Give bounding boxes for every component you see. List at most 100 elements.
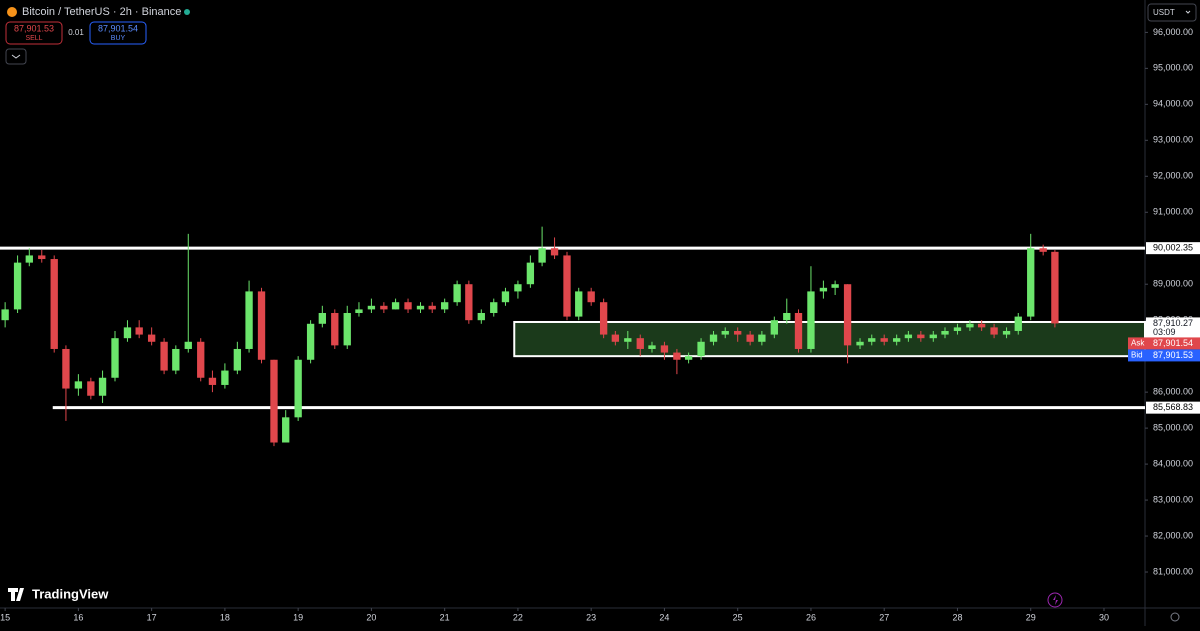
candle-body	[1014, 316, 1022, 331]
bid-name: Bid	[1131, 351, 1143, 360]
bolt	[1053, 595, 1058, 605]
candle-body	[404, 302, 412, 310]
y-tick-label: 95,000.00	[1153, 63, 1193, 73]
candle-body	[501, 291, 510, 303]
candle-body	[941, 330, 949, 335]
alert-icon[interactable]	[1047, 592, 1063, 608]
candle-body	[306, 323, 315, 360]
candle-body	[892, 338, 901, 342]
candle-body	[428, 305, 436, 310]
candle-body	[660, 345, 669, 353]
candle-body	[783, 312, 791, 321]
candle-body	[111, 338, 119, 378]
candle-body	[721, 330, 729, 335]
candle-body	[282, 417, 290, 443]
currency-select[interactable]	[1147, 3, 1197, 22]
ask-label-box	[1146, 337, 1200, 350]
candle-body	[184, 341, 192, 349]
candle-body	[490, 302, 498, 313]
countdown: 03:09	[1153, 327, 1176, 337]
candle-body	[770, 320, 778, 335]
x-tick-label: 25	[733, 612, 743, 622]
y-tick-label: 93,000.00	[1153, 135, 1193, 145]
symbol-title: Bitcoin / TetherUS · 2h · Binance	[22, 6, 181, 18]
candle-body	[257, 291, 266, 360]
x-tick-label: 15	[0, 612, 10, 622]
candle-body	[98, 377, 107, 396]
candle-body	[453, 284, 461, 303]
candle-body	[587, 291, 595, 303]
candle-body	[270, 359, 278, 443]
ask-name-box	[1128, 337, 1146, 350]
buy-button[interactable]	[89, 21, 147, 45]
y-tick-label: 94,000.00	[1153, 99, 1193, 109]
x-tick-label: 18	[220, 612, 230, 622]
brand-logo	[8, 588, 24, 601]
x-tick-label: 21	[440, 612, 450, 622]
ask-name: Ask	[1131, 339, 1145, 348]
candle-body	[62, 348, 70, 389]
candle-body	[294, 359, 302, 418]
candle-body	[391, 302, 400, 310]
x-tick-label: 30	[1099, 612, 1109, 622]
settings-icon[interactable]	[1170, 612, 1180, 622]
candle-body	[1002, 330, 1011, 335]
candle-body	[1027, 248, 1035, 317]
chevron	[1185, 10, 1191, 14]
y-tick-label: 89,000.00	[1153, 279, 1193, 289]
candle-body	[538, 248, 546, 263]
candle-body	[575, 291, 583, 317]
candle-body	[966, 323, 974, 328]
sell-label: SELL	[25, 35, 42, 42]
candle-body	[831, 284, 839, 288]
candle-body	[734, 330, 742, 335]
y-tick-label: 84,000.00	[1153, 458, 1193, 468]
candle-body	[758, 334, 766, 342]
candle-body	[367, 305, 376, 310]
candle-body	[856, 341, 864, 346]
sell-price: 87,901.53	[14, 23, 54, 33]
candle-body	[868, 338, 876, 342]
candle-body	[1051, 251, 1059, 324]
x-tick-label: 29	[1026, 612, 1036, 622]
y-tick-label: 91,000.00	[1153, 207, 1193, 217]
y-tick-label: 83,000.00	[1153, 494, 1193, 504]
level-label: 85,568.83	[1153, 402, 1193, 412]
x-tick-label: 20	[366, 612, 376, 622]
candle-body	[355, 309, 363, 313]
candle-body	[477, 312, 485, 321]
x-tick-label: 17	[147, 612, 157, 622]
candle-body	[172, 348, 180, 371]
collapse-button[interactable]	[5, 48, 27, 65]
brand: TradingView	[32, 586, 109, 601]
coin-icon	[7, 7, 17, 17]
candle-body	[331, 312, 339, 346]
candle-body	[917, 334, 925, 339]
candle-body	[208, 377, 217, 385]
y-tick-label: 92,000.00	[1153, 171, 1193, 181]
y-tick-label: 82,000.00	[1153, 530, 1193, 540]
x-tick-label: 16	[73, 612, 83, 622]
buy-label: BUY	[111, 35, 126, 42]
y-tick-label: 86,000.00	[1153, 387, 1193, 397]
last-price-label: 87,910.27	[1153, 318, 1193, 328]
candle-body	[441, 302, 449, 310]
currency: USDT	[1153, 8, 1175, 17]
candle-body	[929, 334, 937, 339]
candle-body	[807, 291, 815, 349]
candle-body	[245, 291, 253, 349]
candle-body	[221, 370, 229, 385]
x-tick-label: 26	[806, 612, 816, 622]
sell-button[interactable]	[5, 21, 63, 45]
candle-body	[197, 341, 205, 378]
candle-body	[123, 327, 132, 339]
candle-body	[709, 334, 718, 342]
candle-body	[563, 255, 571, 317]
range-zone	[513, 320, 1146, 358]
buy-price: 87,901.54	[98, 23, 138, 33]
candle-body	[684, 356, 693, 360]
x-tick-label: 23	[586, 612, 596, 622]
last-price-label-box	[1146, 317, 1200, 339]
bid-label: 87,901.53	[1153, 350, 1193, 360]
candle-body	[550, 248, 559, 256]
